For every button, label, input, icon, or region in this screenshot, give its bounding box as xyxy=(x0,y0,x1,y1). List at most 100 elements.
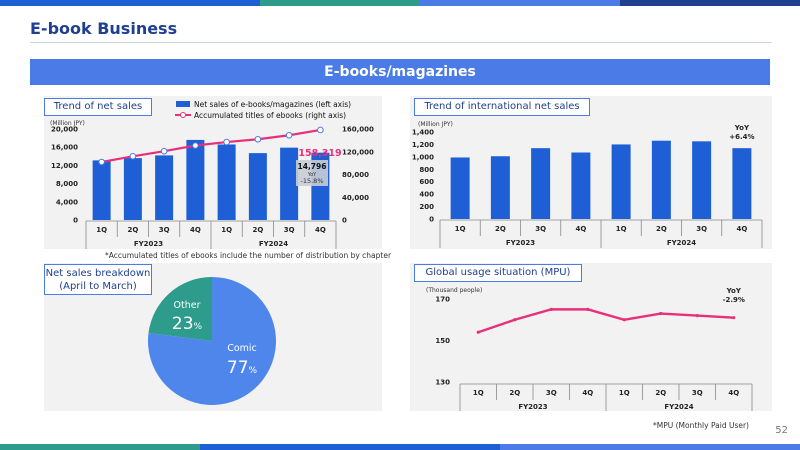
net-sales-category-label: 1Q xyxy=(96,226,107,234)
international-y-tick-label: 600 xyxy=(419,178,434,186)
mpu-footnote: *MPU (Monthly Paid User) xyxy=(653,421,749,430)
international-y-tick-label: 1,400 xyxy=(412,129,434,137)
mpu-category-label: 3Q xyxy=(546,389,557,397)
international-y-tick-label: 400 xyxy=(419,191,434,199)
mpu-point xyxy=(549,307,553,311)
international-yoy-label: YoY xyxy=(734,124,750,132)
mpu-point xyxy=(695,314,699,318)
mpu-category-label: 1Q xyxy=(473,389,484,397)
net-sales-footnote: *Accumulated titles of ebooks include th… xyxy=(105,251,392,260)
section-banner: E-books/magazines xyxy=(30,59,770,85)
mpu-category-label: 2Q xyxy=(509,389,520,397)
mpu-tag: Global usage situation (MPU) xyxy=(414,264,582,282)
net-sales-category-label: 2Q xyxy=(127,226,138,234)
international-category-label: 2Q xyxy=(656,225,667,233)
net-sales-category-label: 3Q xyxy=(159,226,170,234)
international-bar xyxy=(450,157,470,219)
net-sales-tag: Trend of net sales xyxy=(44,98,152,116)
mpu-y-tick-label: 130 xyxy=(435,379,450,387)
international-bar xyxy=(692,141,712,219)
international-category-label: 4Q xyxy=(736,225,747,233)
mpu-category-label: 4Q xyxy=(728,389,739,397)
mpu-yoy-value: -2.9% xyxy=(723,296,745,304)
international-bar xyxy=(732,148,752,219)
legend-line-marker xyxy=(180,112,186,118)
legend-bar-label: Net sales of e-books/magazines (left axi… xyxy=(194,100,351,109)
mpu-group-label: FY2023 xyxy=(518,403,547,411)
left-axis-tick-label: 4,000 xyxy=(56,198,78,206)
international-bar xyxy=(531,148,551,219)
accumulated-titles-point xyxy=(160,147,168,155)
right-axis-tick-label: 160,000 xyxy=(342,126,374,134)
international-y-tick-label: 1,200 xyxy=(412,141,434,149)
international-yoy-value: +6.4% xyxy=(729,133,754,141)
mpu-line xyxy=(477,308,734,334)
net-sales-bar xyxy=(155,155,174,220)
pie-label-other: Other xyxy=(174,300,201,311)
international-category-label: 1Q xyxy=(455,225,466,233)
mpu-category-label: 3Q xyxy=(692,389,703,397)
mpu-category-label: 2Q xyxy=(655,389,666,397)
net-sales-category-label: 1Q xyxy=(221,226,232,234)
mpu-category-label: 1Q xyxy=(619,389,630,397)
pie-value-other: 23% xyxy=(172,314,203,334)
left-axis-tick-label: 16,000 xyxy=(51,144,78,152)
accumulated-titles-point xyxy=(317,126,324,134)
net-sales-group-label: FY2024 xyxy=(259,240,288,248)
international-bar xyxy=(651,140,671,219)
accumulated-titles-point xyxy=(98,158,105,166)
net-sales-bar xyxy=(217,144,236,220)
breakdown-tag-line1: Net sales breakdown xyxy=(45,268,151,279)
international-category-label: 3Q xyxy=(696,225,707,233)
net-sales-group-label: FY2023 xyxy=(134,240,163,248)
mpu-yoy-label: YoY xyxy=(726,287,742,295)
bar-callout-box xyxy=(296,160,328,186)
mpu-y-tick-label: 170 xyxy=(435,296,450,304)
net-sales-bar xyxy=(186,139,205,220)
left-axis-tick-label: 20,000 xyxy=(51,126,78,134)
international-y-tick-label: 1,000 xyxy=(412,153,434,161)
net-sales-category-label: 4Q xyxy=(190,226,201,234)
international-bar xyxy=(611,144,631,219)
international-y-tick-label: 200 xyxy=(419,203,434,211)
mpu-point xyxy=(586,307,590,311)
international-panel xyxy=(410,96,772,249)
legend-bar-swatch xyxy=(176,101,190,107)
left-axis-tick-label: 0 xyxy=(73,217,78,225)
top-color-stripe xyxy=(0,0,800,6)
net-sales-bar xyxy=(248,153,267,220)
right-axis-tick-label: 80,000 xyxy=(342,171,369,179)
bar-yoy-label: YoY xyxy=(307,172,317,178)
net-sales-category-label: 2Q xyxy=(252,226,263,234)
net-sales-category-label: 3Q xyxy=(284,226,295,234)
page-number: 52 xyxy=(775,425,788,436)
breakdown-pie-chart: Other 23% Comic 77% xyxy=(148,277,276,405)
right-axis-tick-label: 120,000 xyxy=(342,148,374,156)
mpu-point xyxy=(659,311,663,316)
net-sales-category-label: 4Q xyxy=(315,226,326,234)
right-axis-tick-label: 40,000 xyxy=(342,194,369,202)
international-chart: (Million JPY) 0 200 400 600 800 1,000 1,200 1,40… xyxy=(412,121,763,248)
bar-yoy-value: -15.8% xyxy=(301,177,324,185)
mpu-category-label: 4Q xyxy=(582,389,593,397)
international-category-label: 2Q xyxy=(495,225,506,233)
accumulated-titles-point xyxy=(254,135,262,143)
mpu-y-tick-label: 150 xyxy=(435,337,450,345)
mpu-point xyxy=(732,316,736,320)
international-group-label: FY2023 xyxy=(506,239,535,247)
mpu-unit-label: (Thousand people) xyxy=(426,287,482,294)
international-category-label: 1Q xyxy=(616,225,627,233)
international-bar xyxy=(571,152,591,219)
mpu-point xyxy=(622,318,626,322)
international-y-tick-label: 800 xyxy=(419,166,434,174)
accumulated-titles-point xyxy=(285,131,293,139)
international-y-tick-label: 0 xyxy=(429,216,434,224)
international-unit-label: (Million JPY) xyxy=(418,121,453,128)
net-sales-bar xyxy=(92,160,111,220)
pie-slice-other xyxy=(148,277,212,341)
left-axis-tick-label: 8,000 xyxy=(56,180,78,188)
breakdown-tag-line2: (April to March) xyxy=(59,281,137,292)
international-category-label: 3Q xyxy=(535,225,546,233)
legend-line-label: Accumulated titles of ebooks (right axis… xyxy=(194,111,346,120)
accumulated-titles-point xyxy=(129,153,137,160)
